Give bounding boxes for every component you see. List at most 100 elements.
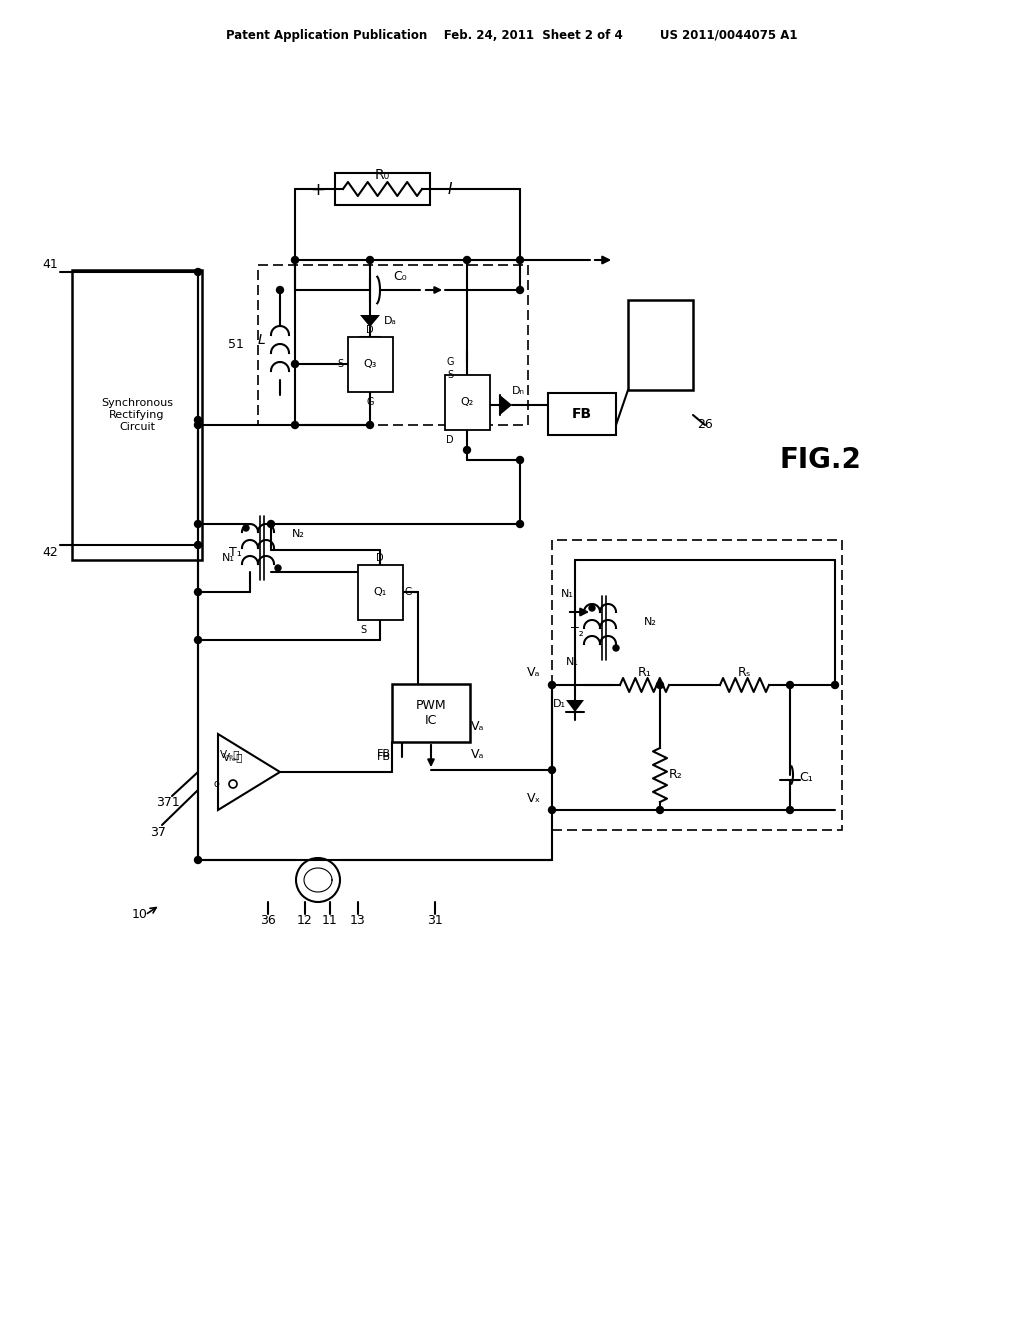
Text: Q₃: Q₃ (364, 359, 377, 370)
Polygon shape (360, 315, 380, 327)
Text: 26: 26 (697, 418, 713, 432)
Circle shape (516, 256, 523, 264)
Text: 371: 371 (156, 796, 180, 808)
Polygon shape (500, 395, 512, 414)
Text: FB: FB (377, 748, 391, 759)
Text: N₁: N₁ (560, 589, 573, 599)
Text: G: G (446, 356, 454, 367)
Text: 31: 31 (427, 913, 442, 927)
Circle shape (195, 857, 202, 863)
Text: 41: 41 (42, 259, 58, 272)
Circle shape (275, 565, 281, 572)
Text: Dₙ: Dₙ (512, 385, 524, 396)
Text: Vₐ: Vₐ (471, 747, 484, 760)
Circle shape (195, 589, 202, 595)
Text: FIG.2: FIG.2 (779, 446, 861, 474)
Circle shape (589, 605, 595, 611)
Bar (552, 540, 842, 830)
Bar (358, 565, 403, 620)
Text: N₂: N₂ (643, 616, 656, 627)
Text: D: D (376, 553, 384, 564)
Text: 10: 10 (132, 908, 147, 921)
Bar (335, 173, 430, 205)
Text: N₁: N₁ (565, 657, 579, 667)
Text: S: S (360, 624, 366, 635)
Text: 11: 11 (323, 913, 338, 927)
Text: 42: 42 (42, 545, 58, 558)
Text: T₁: T₁ (229, 545, 242, 558)
Bar (445, 375, 490, 430)
Circle shape (549, 681, 555, 689)
Circle shape (292, 360, 299, 367)
Text: C₀: C₀ (393, 269, 407, 282)
Text: Synchronous
Rectifying
Circuit: Synchronous Rectifying Circuit (101, 399, 173, 432)
Text: 51: 51 (228, 338, 244, 351)
Circle shape (195, 421, 202, 429)
Text: Q₁: Q₁ (374, 587, 387, 597)
Circle shape (464, 446, 470, 454)
Circle shape (786, 807, 794, 813)
Circle shape (549, 767, 555, 774)
Text: Vₐ: Vₐ (527, 667, 541, 680)
Circle shape (656, 807, 664, 813)
Text: Vₓ: Vₓ (527, 792, 541, 804)
Text: G: G (367, 397, 374, 407)
Text: Patent Application Publication    Feb. 24, 2011  Sheet 2 of 4         US 2011/00: Patent Application Publication Feb. 24, … (226, 29, 798, 41)
Circle shape (292, 256, 299, 264)
Bar (392, 684, 470, 742)
Text: 13: 13 (350, 913, 366, 927)
Circle shape (195, 417, 202, 424)
Circle shape (367, 421, 374, 429)
Text: S: S (337, 359, 343, 370)
Text: FB: FB (572, 407, 592, 421)
Text: Rₛ: Rₛ (738, 665, 752, 678)
Bar (628, 300, 693, 389)
Circle shape (549, 807, 555, 813)
Text: L: L (258, 333, 266, 347)
Circle shape (831, 681, 839, 689)
Text: Q₂: Q₂ (461, 397, 474, 407)
Text: FB: FB (377, 752, 391, 762)
Circle shape (516, 286, 523, 293)
Text: T₂: T₂ (571, 626, 584, 639)
Text: C₁: C₁ (799, 771, 813, 784)
Text: S: S (446, 370, 453, 380)
Text: 12: 12 (297, 913, 313, 927)
Text: Dₐ: Dₐ (384, 315, 396, 326)
Circle shape (516, 457, 523, 463)
Circle shape (786, 681, 794, 689)
Text: D₁: D₁ (553, 700, 565, 709)
Text: Vᵣₑ⁦: Vᵣₑ⁦ (220, 748, 241, 759)
Circle shape (243, 525, 249, 531)
Text: 36: 36 (260, 913, 275, 927)
Circle shape (367, 256, 374, 264)
Text: D: D (367, 325, 374, 335)
Text: Vᵣₑ⁦: Vᵣₑ⁦ (223, 752, 244, 762)
Text: G: G (404, 587, 412, 597)
Circle shape (464, 256, 470, 264)
Polygon shape (566, 700, 584, 711)
Polygon shape (218, 734, 280, 810)
Text: N₂: N₂ (292, 529, 304, 539)
Text: o: o (213, 779, 219, 789)
Circle shape (195, 541, 202, 549)
Text: I: I (447, 182, 453, 198)
Text: R₁: R₁ (638, 665, 651, 678)
Circle shape (613, 645, 618, 651)
Bar (258, 265, 528, 425)
Bar (72, 271, 202, 560)
Circle shape (195, 636, 202, 644)
Text: D: D (446, 436, 454, 445)
Text: Vₐ: Vₐ (471, 721, 484, 734)
Circle shape (195, 268, 202, 276)
Circle shape (516, 520, 523, 528)
Text: PWM
IC: PWM IC (416, 700, 446, 727)
Bar (348, 337, 393, 392)
Circle shape (276, 286, 284, 293)
Bar (548, 393, 616, 436)
Text: N₁: N₁ (221, 553, 234, 564)
Text: +: + (310, 181, 326, 199)
Circle shape (267, 520, 274, 528)
Circle shape (195, 520, 202, 528)
Text: 37: 37 (151, 825, 166, 838)
